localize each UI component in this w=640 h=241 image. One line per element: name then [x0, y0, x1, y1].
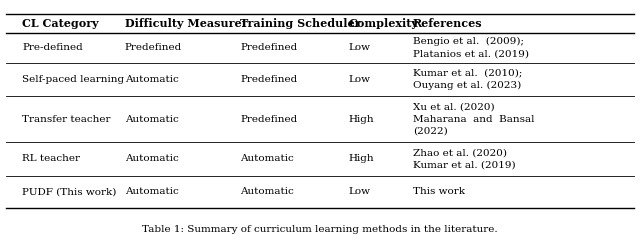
- Text: Transfer teacher: Transfer teacher: [22, 115, 111, 124]
- Text: PUDF (This work): PUDF (This work): [22, 187, 116, 196]
- Text: Low: Low: [349, 75, 371, 84]
- Text: Training Scheduler: Training Scheduler: [240, 18, 360, 29]
- Text: Automatic: Automatic: [125, 75, 179, 84]
- Text: Kumar et al.  (2010);
Ouyang et al. (2023): Kumar et al. (2010); Ouyang et al. (2023…: [413, 69, 522, 90]
- Text: CL Category: CL Category: [22, 18, 99, 29]
- Text: Table 1: Summary of curriculum learning methods in the literature.: Table 1: Summary of curriculum learning …: [142, 225, 498, 234]
- Text: Automatic: Automatic: [125, 115, 179, 124]
- Text: Pre-defined: Pre-defined: [22, 43, 83, 53]
- Text: High: High: [349, 154, 374, 163]
- Text: Predefined: Predefined: [240, 43, 297, 53]
- Text: Complexity: Complexity: [349, 18, 419, 29]
- Text: Difficulty Measurer: Difficulty Measurer: [125, 18, 247, 29]
- Text: Automatic: Automatic: [125, 154, 179, 163]
- Text: Predefined: Predefined: [240, 115, 297, 124]
- Text: High: High: [349, 115, 374, 124]
- Text: Xu et al. (2020)
Maharana  and  Bansal
(2022): Xu et al. (2020) Maharana and Bansal (20…: [413, 103, 534, 136]
- Text: Automatic: Automatic: [240, 154, 294, 163]
- Text: References: References: [413, 18, 483, 29]
- Text: Self-paced learning: Self-paced learning: [22, 75, 125, 84]
- Text: Bengio et al.  (2009);
Platanios et al. (2019): Bengio et al. (2009); Platanios et al. (…: [413, 37, 529, 59]
- Text: Automatic: Automatic: [125, 187, 179, 196]
- Text: Predefined: Predefined: [125, 43, 182, 53]
- Text: Zhao et al. (2020)
Kumar et al. (2019): Zhao et al. (2020) Kumar et al. (2019): [413, 148, 515, 169]
- Text: Automatic: Automatic: [240, 187, 294, 196]
- Text: Predefined: Predefined: [240, 75, 297, 84]
- Text: Low: Low: [349, 43, 371, 53]
- Text: RL teacher: RL teacher: [22, 154, 81, 163]
- Text: This work: This work: [413, 187, 465, 196]
- Text: Low: Low: [349, 187, 371, 196]
